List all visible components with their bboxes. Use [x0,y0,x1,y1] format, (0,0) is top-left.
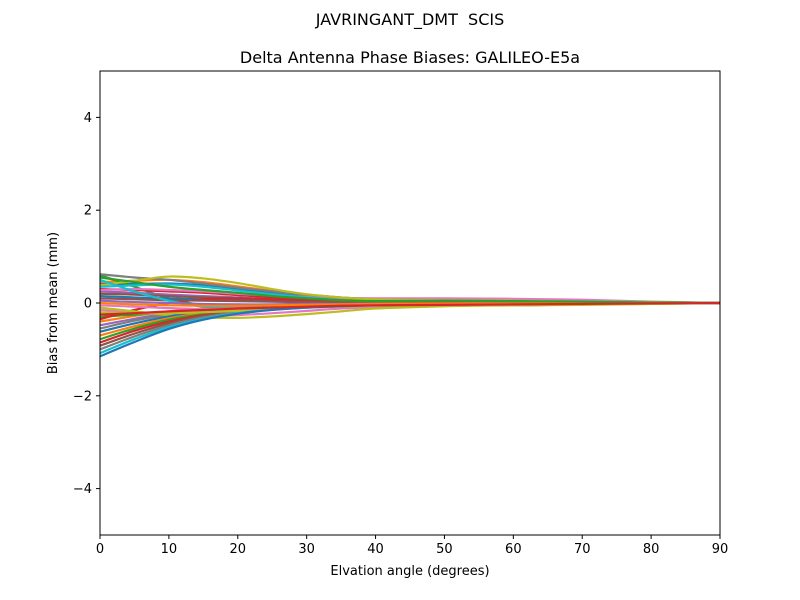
x-tick-label: 40 [367,542,384,557]
x-tick-label: 30 [298,542,315,557]
y-tick-label: 0 [84,297,92,312]
tick-layer: 0 10 20 30 40 50 60 70 80 90 −4 −2 0 2 4 [73,111,728,557]
y-tick-label: 4 [84,111,92,126]
x-tick-label: 70 [574,542,591,557]
x-tick-label: 90 [712,542,729,557]
x-tick-label: 10 [161,542,178,557]
x-tick-label: 80 [643,542,660,557]
x-tick-label: 50 [436,542,453,557]
plot-border [99,70,721,536]
series-layer [99,273,721,358]
suptitle: JAVRINGANT_DMT SCIS [315,10,504,30]
axes-title: Delta Antenna Phase Biases: GALILEO-E5a [240,48,580,67]
y-tick-label: −2 [73,389,92,404]
x-tick-label: 60 [505,542,522,557]
y-tick-label: −4 [73,482,92,497]
series-line-34 [99,301,721,316]
y-axis-label: Bias from mean (mm) [46,232,61,374]
x-tick-label: 0 [96,542,104,557]
y-tick-label: 2 [84,204,92,219]
x-tick-label: 20 [230,542,247,557]
x-axis-label: Elvation angle (degrees) [330,564,489,579]
series-line-33 [99,276,721,305]
